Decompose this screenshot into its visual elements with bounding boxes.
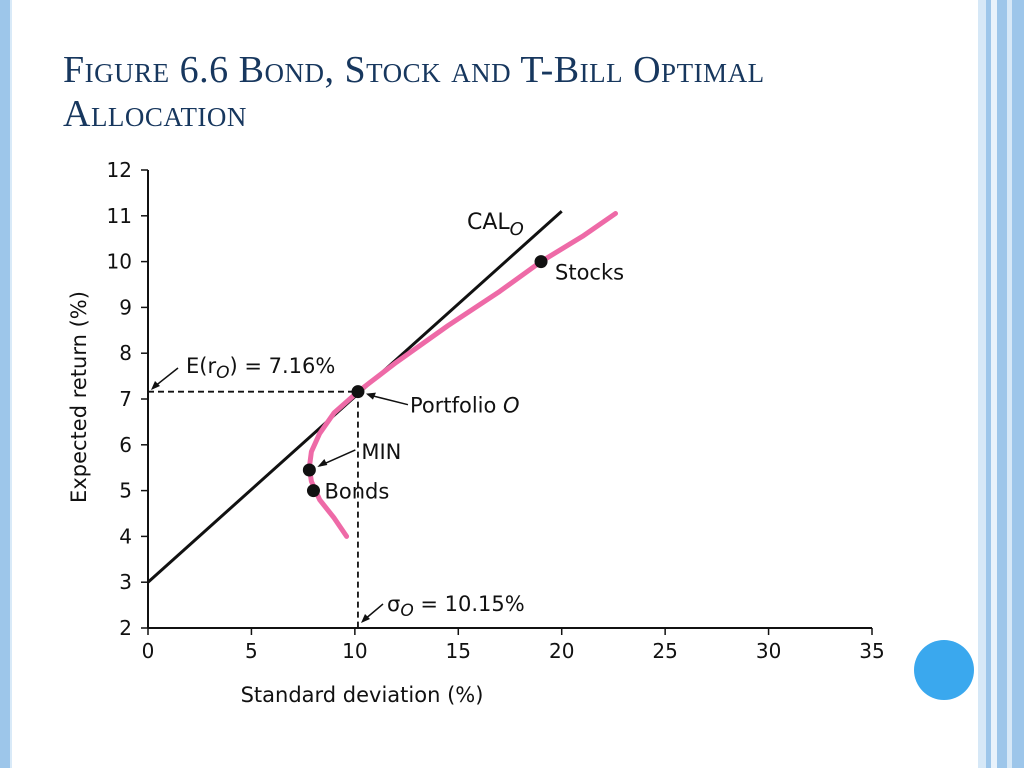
er-arrow-head <box>151 381 160 390</box>
point-min <box>302 463 316 477</box>
x-tick-label: 20 <box>549 639 574 663</box>
slide-title: Figure 6.6 Bond, Stock and T-Bill Optima… <box>63 49 765 135</box>
er-arrow <box>153 367 179 388</box>
y-tick-label: 11 <box>107 204 132 228</box>
x-tick-label: 5 <box>245 639 258 663</box>
x-tick-label: 0 <box>142 639 155 663</box>
y-tick-label: 7 <box>119 387 132 411</box>
min-arrow-head <box>317 458 328 467</box>
series-cal-label: CALO <box>467 210 524 240</box>
y-tick-label: 12 <box>107 158 132 182</box>
y-tick-label: 4 <box>119 524 132 548</box>
y-tick-label: 5 <box>119 479 132 503</box>
sigma-arrow-head <box>361 614 370 623</box>
left-decor-bar <box>0 0 10 768</box>
y-tick-label: 10 <box>107 250 132 274</box>
point-label-bonds: Bonds <box>324 480 389 504</box>
y-tick-label: 3 <box>119 570 132 594</box>
portfolio-arrow-head <box>365 392 376 400</box>
decor-circle <box>914 640 974 700</box>
point-portfolio <box>351 385 365 399</box>
x-tick-label: 15 <box>446 639 471 663</box>
x-tick-label: 25 <box>652 639 677 663</box>
y-tick-label: 9 <box>119 295 132 319</box>
right-decor-stripes <box>978 0 1024 768</box>
point-bonds <box>306 484 320 498</box>
y-axis-label: Expected return (%) <box>67 291 91 503</box>
point-stocks <box>534 255 548 269</box>
er-annotation: E(rO) = 7.16% <box>186 354 335 383</box>
y-tick-label: 2 <box>119 616 132 640</box>
point-label-portfolio: Portfolio O <box>410 394 520 418</box>
x-tick-label: 35 <box>859 639 884 663</box>
x-tick-label: 30 <box>756 639 781 663</box>
y-tick-label: 8 <box>119 341 132 365</box>
x-tick-label: 10 <box>342 639 367 663</box>
y-tick-label: 6 <box>119 433 132 457</box>
portfolio-arrow <box>367 393 409 406</box>
point-label-min: MIN <box>361 440 401 464</box>
sigma-annotation: σO = 10.15% <box>387 592 525 621</box>
point-label-stocks: Stocks <box>555 261 624 285</box>
left-decor-bar-inner <box>10 0 12 768</box>
x-axis-label: Standard deviation (%) <box>241 683 484 707</box>
